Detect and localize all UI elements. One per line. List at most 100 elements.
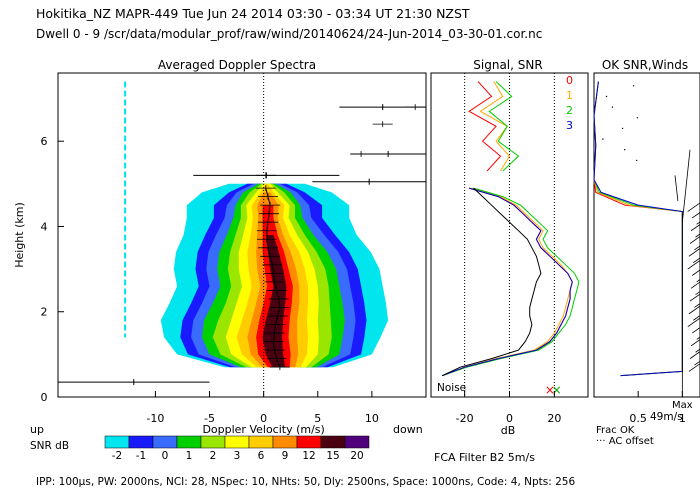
colorbar-swatch-0 <box>104 435 130 449</box>
snr-x-tick-label: -20 <box>456 412 474 425</box>
wind-vector <box>687 317 700 327</box>
ac-offset-dot <box>611 106 614 108</box>
colorbar-swatch-1 <box>128 435 154 449</box>
frac-ok-line-3 <box>593 81 683 377</box>
snr-upper-trace <box>468 81 502 172</box>
noise-marker-red: × <box>545 383 555 397</box>
ac-offset-dot <box>605 95 608 98</box>
wind-vector <box>691 211 700 219</box>
snr-lines: 0 1 2 3 Noise ×× <box>437 74 580 397</box>
frac-ok-line-1 <box>593 81 683 377</box>
snr-legend-0: 0 <box>566 74 573 87</box>
snr-legend-3: 3 <box>566 119 573 132</box>
snr-line-1 <box>442 187 573 377</box>
spectra-velocity-marks <box>58 104 426 386</box>
wind-vector <box>687 202 700 212</box>
ac-offset-dot <box>624 149 626 151</box>
colorbar-swatch-6 <box>248 435 274 449</box>
wind-vector <box>695 233 700 238</box>
snr-upper-trace <box>488 81 520 172</box>
heatmap-band-9 <box>262 235 287 368</box>
side-label-down: down <box>393 423 423 436</box>
x-tick-label: -10 <box>146 412 164 425</box>
ac-offset-dot <box>621 127 624 130</box>
wind-vector <box>696 221 700 225</box>
winds-frame <box>593 72 700 398</box>
winds-title: OK SNR,Winds <box>602 58 688 72</box>
wind-vector <box>694 245 700 251</box>
ac-offset-dot <box>635 159 638 162</box>
y-tick-label: 6 <box>41 135 48 148</box>
wind-vector <box>689 236 700 244</box>
ac-offset-dot <box>636 117 639 119</box>
colorbar-tick: 0 <box>162 450 169 462</box>
radar-parameters: IPP: 100µs, PW: 2000ns, NCI: 28, NSpec: … <box>36 476 576 488</box>
wind-vector <box>694 360 700 366</box>
x-tick-label: 10 <box>365 412 379 425</box>
snr-axes: -20 0 20 dB <box>456 391 561 437</box>
spectra-x-label: Doppler Velocity (m/s) <box>202 423 324 436</box>
max-label-2: 49m/s <box>650 411 683 423</box>
wind-vector <box>693 315 700 321</box>
snr-line-0 <box>442 187 573 377</box>
colorbar-swatch-10 <box>344 435 370 449</box>
spectra-heatmap <box>124 81 389 368</box>
ac-offset-dot <box>602 138 604 140</box>
title-line-1: Hokitika_NZ MAPR-449 Tue Jun 24 2014 03:… <box>36 6 470 21</box>
wind-vector <box>692 327 700 334</box>
colorbar-tick: 15 <box>326 450 339 462</box>
colorbar-tick: 12 <box>302 450 315 462</box>
snr-line-3 <box>442 187 573 377</box>
spectra-title: Averaged Doppler Spectra <box>158 58 316 72</box>
spectra-frame <box>57 72 427 398</box>
noise-marker-green: × <box>552 383 562 397</box>
colorbar-swatch-3 <box>176 435 202 449</box>
noise-label: Noise <box>437 382 466 394</box>
max-label-1: Max <box>672 400 693 411</box>
wind-vector <box>689 351 700 359</box>
wind-vector <box>695 348 700 353</box>
colorbar-label: SNR dB <box>30 440 70 452</box>
wind-vector <box>689 293 700 302</box>
wind-vector <box>688 363 700 372</box>
ok-x-tick-label: 0.5 <box>629 412 647 425</box>
x-tick-label: -5 <box>204 412 215 425</box>
snr-line-signal <box>441 187 542 377</box>
winds-frac-ok <box>593 81 683 397</box>
side-label-up: up <box>30 423 44 436</box>
spectra-y-label: Height (km) <box>13 202 26 268</box>
fca-filter-label: FCA Filter B2 5m/s <box>434 451 535 464</box>
snr-legend-2: 2 <box>566 104 573 117</box>
wind-vector <box>694 303 700 308</box>
colorbar-swatch-7 <box>272 435 298 449</box>
winds-vectors <box>674 149 700 372</box>
snr-colorbar: -2 -1 0 1 2 3 6 9 12 15 20 <box>104 435 370 462</box>
ok-footer-1: Frac OK <box>596 425 635 436</box>
colorbar-tick: 3 <box>234 450 241 462</box>
colorbar-tick: 20 <box>350 450 363 462</box>
ac-offset-dot <box>632 85 635 87</box>
colorbar-tick: -2 <box>112 450 122 462</box>
wind-vector-long <box>674 175 679 201</box>
wind-vector <box>691 269 700 276</box>
wind-vector <box>690 281 700 289</box>
colorbar-swatch-9 <box>320 435 346 449</box>
colorbar-swatch-4 <box>200 435 226 449</box>
snr-title: Signal, SNR <box>473 58 542 72</box>
wind-vector <box>695 291 700 296</box>
wind-vector <box>693 257 700 264</box>
snr-gridlines <box>464 73 555 397</box>
ok-x-tick-label: 1 <box>679 412 686 425</box>
snr-x-tick-label: 0 <box>506 412 513 425</box>
frac-ok-line-0 <box>593 81 683 377</box>
frac-ok-line-2 <box>593 81 683 377</box>
wind-vector <box>687 260 700 270</box>
snr-x-label: dB <box>501 424 516 437</box>
colorbar-tick: -1 <box>136 450 146 462</box>
snr-x-tick-label: 20 <box>547 412 561 425</box>
colorbar-tick: 6 <box>258 450 265 462</box>
y-tick-label: 0 <box>41 391 48 404</box>
colorbar-tick: 2 <box>210 450 217 462</box>
